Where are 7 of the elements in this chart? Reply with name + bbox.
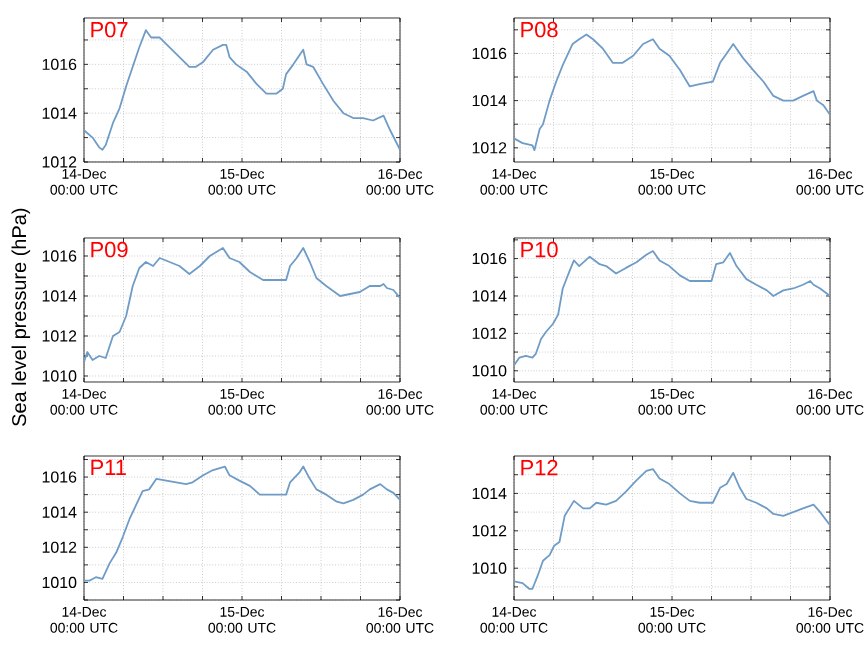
chart-title: P12	[521, 459, 558, 476]
chart-title: P11	[91, 459, 126, 475]
chart-title: P07	[91, 21, 128, 38]
chart-title: P10	[521, 241, 558, 258]
chart-title: P09	[91, 241, 128, 258]
y-axis-title: Sea level pressure (hPa)	[11, 208, 31, 426]
chart-title: P08	[521, 21, 558, 38]
